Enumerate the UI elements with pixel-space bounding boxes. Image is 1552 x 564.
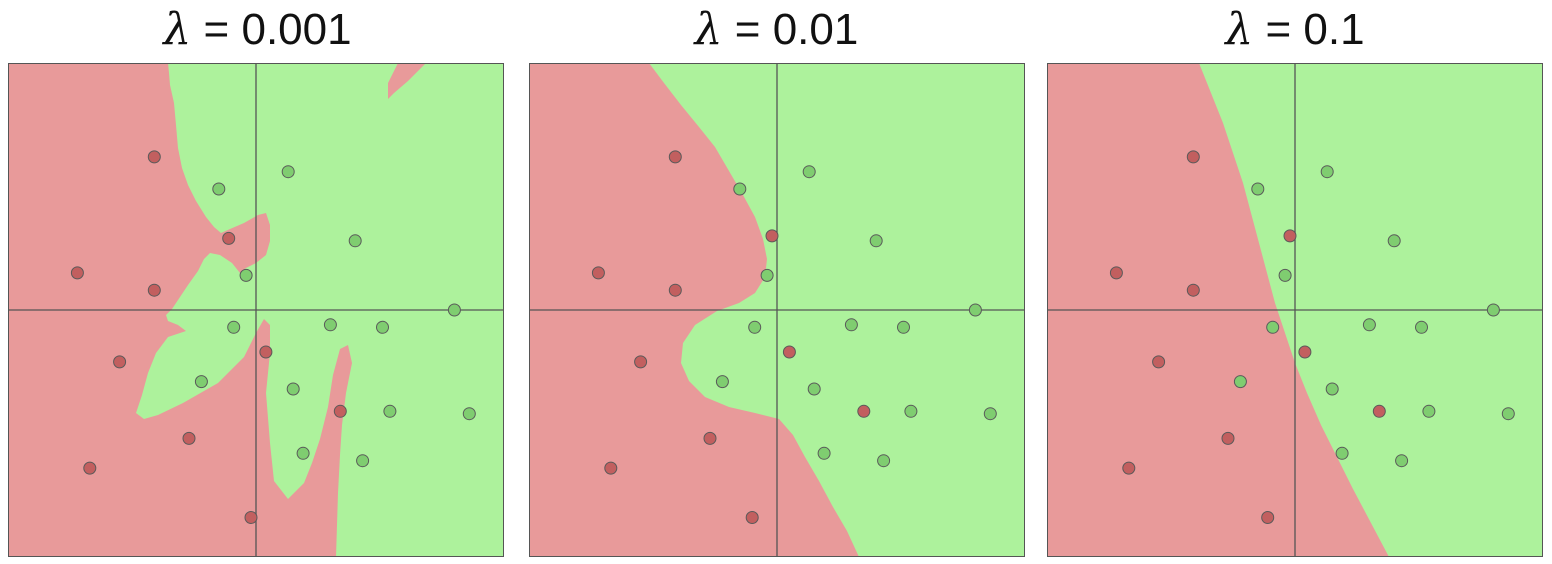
data-point-green bbox=[1320, 165, 1334, 179]
data-point-red bbox=[604, 461, 618, 475]
data-point-red bbox=[333, 404, 347, 418]
data-point-green bbox=[802, 165, 816, 179]
plot-frame bbox=[8, 63, 504, 557]
data-point-red bbox=[765, 229, 779, 243]
data-point-green bbox=[1233, 375, 1247, 389]
decision-boundary-plot bbox=[8, 63, 504, 557]
data-point-red bbox=[1221, 431, 1235, 445]
data-point-red bbox=[782, 345, 796, 359]
plot-frame bbox=[529, 63, 1025, 557]
data-point-green bbox=[983, 407, 997, 421]
data-point-green bbox=[844, 318, 858, 332]
data-point-green bbox=[286, 382, 300, 396]
data-point-green bbox=[227, 320, 241, 334]
data-point-green bbox=[1486, 303, 1500, 317]
data-point-green bbox=[239, 268, 253, 282]
data-point-red bbox=[1372, 404, 1386, 418]
data-point-green bbox=[1335, 446, 1349, 460]
red-region-top-notch bbox=[388, 63, 426, 99]
data-point-green bbox=[748, 320, 762, 334]
data-point-green bbox=[1395, 454, 1409, 468]
data-point-red bbox=[1298, 345, 1312, 359]
data-point-red bbox=[222, 231, 236, 245]
decision-boundary-plot bbox=[1047, 63, 1543, 557]
data-points bbox=[591, 150, 997, 524]
plot-svg-2 bbox=[1047, 63, 1543, 557]
data-point-green bbox=[212, 182, 226, 196]
lambda-symbol: λ bbox=[163, 4, 192, 55]
data-point-green bbox=[897, 320, 910, 334]
data-point-green bbox=[1266, 320, 1280, 334]
data-point-red bbox=[147, 283, 161, 297]
data-points bbox=[1109, 150, 1515, 524]
data-point-red bbox=[745, 511, 759, 524]
plot-svg-1 bbox=[529, 63, 1025, 557]
data-point-green bbox=[1325, 382, 1339, 396]
data-point-green bbox=[383, 404, 397, 418]
data-point-green bbox=[194, 375, 208, 389]
data-point-red bbox=[1283, 229, 1297, 243]
lambda-symbol: λ bbox=[694, 4, 723, 55]
data-point-red bbox=[668, 150, 682, 164]
chart-title: λ = 0.001 bbox=[0, 4, 515, 56]
data-point-green bbox=[281, 165, 295, 179]
lambda-value: = 0.001 bbox=[203, 5, 352, 54]
chart-panel-lambda-0001: λ = 0.001 bbox=[0, 0, 515, 564]
data-point-green bbox=[462, 407, 476, 421]
data-point-red bbox=[113, 355, 127, 369]
plot-frame bbox=[1047, 63, 1543, 557]
data-point-green bbox=[817, 446, 831, 460]
data-point-red bbox=[1122, 461, 1136, 475]
data-point-red bbox=[857, 404, 871, 418]
data-point-red bbox=[182, 431, 196, 445]
data-point-green bbox=[447, 303, 461, 317]
chart-panel-lambda-001: λ = 0.01 bbox=[518, 0, 1035, 564]
data-point-green bbox=[356, 454, 370, 468]
data-point-green bbox=[715, 375, 729, 389]
data-point-green bbox=[1251, 182, 1265, 196]
chart-panel-lambda-01: λ = 0.1 bbox=[1038, 0, 1552, 564]
data-point-green bbox=[807, 382, 821, 396]
data-point-green bbox=[904, 404, 918, 418]
data-point-green bbox=[733, 182, 747, 196]
data-point-red bbox=[1186, 283, 1200, 297]
data-point-red bbox=[1186, 150, 1200, 164]
data-point-red bbox=[244, 511, 258, 524]
data-point-green bbox=[877, 454, 891, 468]
data-point-red bbox=[259, 345, 273, 359]
data-point-red bbox=[668, 283, 682, 297]
lambda-value: = 0.1 bbox=[1265, 5, 1365, 54]
data-point-red bbox=[147, 150, 161, 164]
data-point-green bbox=[1362, 318, 1376, 332]
chart-title: λ = 0.01 bbox=[518, 4, 1035, 56]
data-point-red bbox=[83, 461, 97, 475]
data-points bbox=[70, 150, 476, 524]
data-point-green bbox=[869, 234, 883, 248]
data-point-red bbox=[703, 431, 717, 445]
data-point-green bbox=[323, 318, 337, 332]
data-point-green bbox=[1501, 407, 1515, 421]
data-point-red bbox=[634, 355, 648, 369]
decision-boundary-plot bbox=[529, 63, 1025, 557]
data-point-green bbox=[296, 446, 310, 460]
lambda-symbol: λ bbox=[1225, 4, 1254, 55]
data-point-green bbox=[1415, 320, 1428, 334]
data-point-green bbox=[760, 268, 774, 282]
data-point-green bbox=[348, 234, 362, 248]
chart-title: λ = 0.1 bbox=[1038, 4, 1552, 56]
data-point-red bbox=[1109, 266, 1123, 280]
data-point-green bbox=[1422, 404, 1436, 418]
data-point-green bbox=[968, 303, 982, 317]
lambda-value: = 0.01 bbox=[734, 5, 859, 54]
plot-svg-0 bbox=[8, 63, 504, 557]
data-point-green bbox=[1387, 234, 1401, 248]
data-point-green bbox=[376, 320, 389, 334]
data-point-red bbox=[1152, 355, 1166, 369]
data-point-red bbox=[70, 266, 84, 280]
red-decision-region bbox=[8, 63, 352, 557]
data-point-green bbox=[1278, 268, 1292, 282]
data-point-red bbox=[591, 266, 605, 280]
data-point-red bbox=[1261, 511, 1275, 524]
